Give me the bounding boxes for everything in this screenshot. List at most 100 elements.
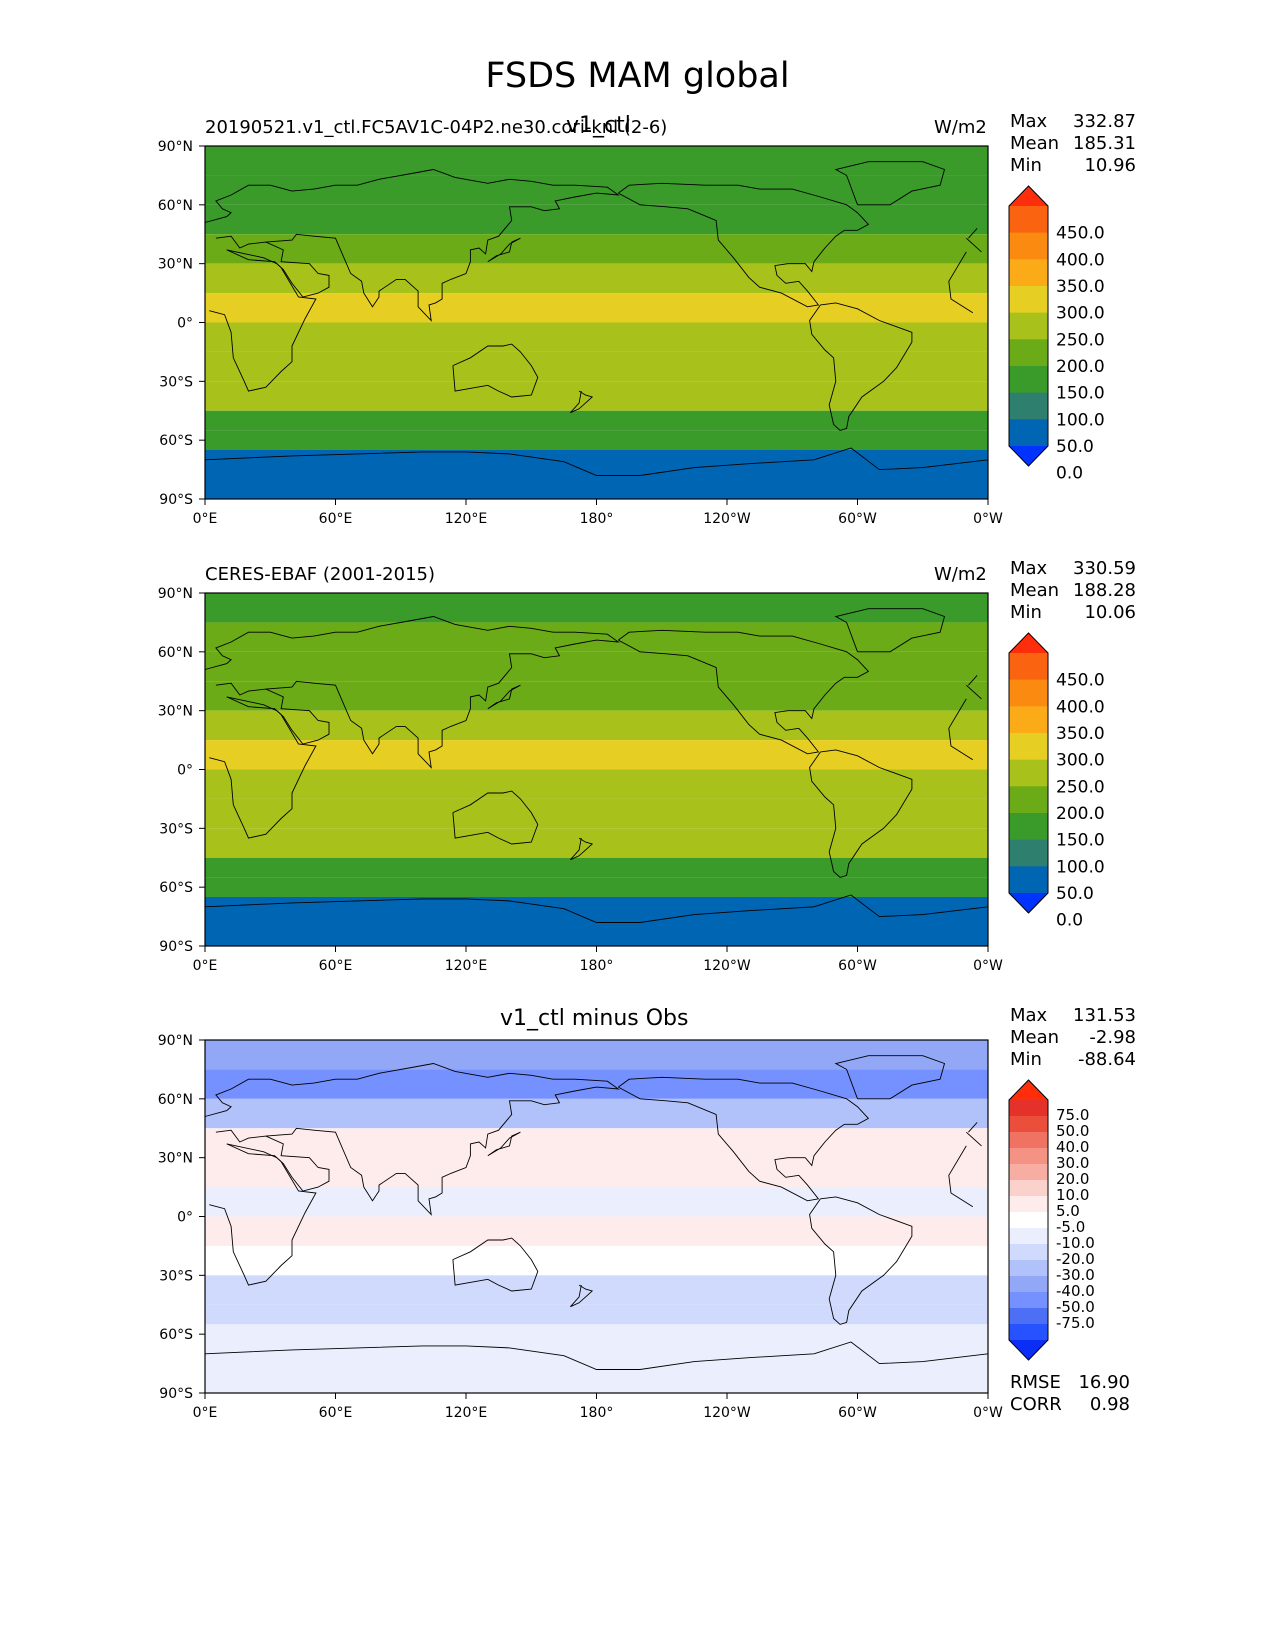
contour-band bbox=[205, 896, 988, 946]
colorbar-extend-min bbox=[1009, 446, 1048, 466]
coastline bbox=[618, 182, 870, 308]
colorbar-outline bbox=[1008, 185, 1049, 467]
contour-band bbox=[205, 651, 988, 682]
colorbar-extend-min bbox=[1009, 1340, 1048, 1360]
colorbar-label: 50.0 bbox=[1056, 884, 1094, 904]
colorbar-segment bbox=[1009, 1180, 1048, 1197]
stat-value: 330.59 bbox=[1073, 558, 1136, 579]
colorbar-label: -50.0 bbox=[1056, 1298, 1095, 1316]
colorbar-segment bbox=[1009, 786, 1048, 814]
contour-band bbox=[205, 740, 988, 770]
colorbar-label: 20.0 bbox=[1056, 1170, 1089, 1188]
coastline bbox=[487, 237, 521, 263]
lat-tick-label: 30°N bbox=[158, 704, 193, 720]
lon-tick-label: 60°E bbox=[319, 958, 353, 974]
lat-tick-label: 60°S bbox=[159, 433, 193, 449]
colorbar-segment bbox=[1009, 1228, 1048, 1245]
lon-tick-label: 0°W bbox=[973, 958, 1003, 974]
colorbar-label: 250.0 bbox=[1056, 777, 1105, 797]
colorbar-label: 100.0 bbox=[1056, 857, 1105, 877]
colorbar-segment bbox=[1009, 1276, 1048, 1293]
colorbar-segment bbox=[1009, 813, 1048, 841]
colorbar-segment bbox=[1009, 1132, 1048, 1149]
lat-tick-label: 30°N bbox=[158, 1151, 193, 1167]
stat-value: -88.64 bbox=[1077, 1049, 1136, 1070]
coastline bbox=[204, 894, 989, 923]
stat-label: Min bbox=[1010, 602, 1042, 623]
colorbar-segment bbox=[1009, 392, 1048, 420]
lon-tick-label: 60°W bbox=[838, 511, 877, 527]
stat-value: 10.96 bbox=[1084, 155, 1136, 176]
colorbar-label: 40.0 bbox=[1056, 1138, 1089, 1156]
lat-tick-label: 0° bbox=[177, 1210, 193, 1226]
contour-band bbox=[205, 449, 988, 499]
lon-tick-label: 180° bbox=[580, 511, 614, 527]
colorbar-segment bbox=[1009, 232, 1048, 260]
coastline bbox=[834, 161, 946, 206]
stat-value: 16.90 bbox=[1078, 1372, 1130, 1393]
coastline bbox=[834, 1055, 946, 1100]
lat-tick-label: 60°N bbox=[158, 645, 193, 661]
colorbar-outline bbox=[1008, 1079, 1049, 1361]
lat-tick-label: 90°S bbox=[159, 492, 193, 508]
colorbar-segment bbox=[1009, 1308, 1048, 1325]
lon-tick-label: 60°E bbox=[319, 1405, 353, 1421]
lon-tick-label: 60°W bbox=[838, 1405, 877, 1421]
colorbar-label: 75.0 bbox=[1056, 1106, 1089, 1124]
stat-value: 332.87 bbox=[1073, 111, 1136, 132]
contour-band bbox=[205, 1157, 988, 1188]
colorbar-outline bbox=[1008, 632, 1049, 914]
colorbar-segment bbox=[1009, 653, 1048, 681]
coastline bbox=[834, 608, 946, 653]
map-panel-2: 90°N 60°N 30°N 0° 30°S 60°S 90°S0°E 60°E 120°E 18… bbox=[158, 586, 1105, 974]
coastline bbox=[809, 749, 913, 878]
colorbar-label: 5.0 bbox=[1056, 1202, 1080, 1220]
stat-value: -2.98 bbox=[1089, 1027, 1136, 1048]
contour-band bbox=[205, 293, 988, 323]
lat-tick-label: 30°S bbox=[159, 374, 193, 390]
lat-tick-label: 0° bbox=[177, 316, 193, 332]
colorbar-label: 150.0 bbox=[1056, 831, 1105, 851]
contour-band bbox=[205, 1040, 988, 1070]
lon-tick-label: 120°W bbox=[703, 958, 751, 974]
stat-label: RMSE bbox=[1010, 1372, 1061, 1393]
colorbar-label: 400.0 bbox=[1056, 250, 1105, 270]
colorbar-segment bbox=[1009, 1324, 1048, 1341]
lon-tick-label: 120°W bbox=[703, 1405, 751, 1421]
coastline bbox=[809, 302, 913, 431]
contour-band bbox=[205, 1187, 988, 1217]
contour-band bbox=[205, 593, 988, 623]
contour-band bbox=[205, 351, 988, 382]
colorbar-label: 350.0 bbox=[1056, 277, 1105, 297]
coastline bbox=[618, 1076, 870, 1202]
coastline bbox=[570, 837, 594, 861]
contour-band bbox=[205, 175, 988, 205]
colorbar-segment bbox=[1009, 312, 1048, 340]
colorbar-segment bbox=[1009, 286, 1048, 314]
colorbar-segment bbox=[1009, 706, 1048, 734]
stat-label: Max bbox=[1010, 111, 1048, 132]
lon-tick-label: 120°E bbox=[445, 958, 488, 974]
map-panel-3: 90°N 60°N 30°N 0° 30°S 60°S 90°S0°E 60°E 120°E 18… bbox=[158, 1033, 1095, 1421]
colorbar-segment bbox=[1009, 339, 1048, 367]
colorbar-label: 350.0 bbox=[1056, 724, 1105, 744]
colorbar-segment bbox=[1009, 1212, 1048, 1229]
colorbar-label: 50.0 bbox=[1056, 437, 1094, 457]
colorbar-segment bbox=[1009, 1116, 1048, 1133]
coastline bbox=[570, 1284, 594, 1308]
stat-label: CORR bbox=[1010, 1394, 1062, 1415]
panel2-stats: Max 330.59 Mean 188.28 Min 10.06 bbox=[1010, 558, 1136, 624]
coastline bbox=[452, 790, 539, 845]
lon-tick-label: 120°E bbox=[445, 1405, 488, 1421]
colorbar-label: 100.0 bbox=[1056, 410, 1105, 430]
colorbar-label: 50.0 bbox=[1056, 1122, 1089, 1140]
panel1-units: W/m2 bbox=[934, 117, 987, 138]
colorbar-segment bbox=[1009, 733, 1048, 761]
stat-label: Mean bbox=[1010, 133, 1060, 154]
lon-tick-label: 180° bbox=[580, 1405, 614, 1421]
stat-label: Min bbox=[1010, 155, 1042, 176]
stat-value: 131.53 bbox=[1073, 1005, 1136, 1026]
lon-tick-label: 0°E bbox=[193, 958, 218, 974]
coastline bbox=[618, 629, 870, 755]
